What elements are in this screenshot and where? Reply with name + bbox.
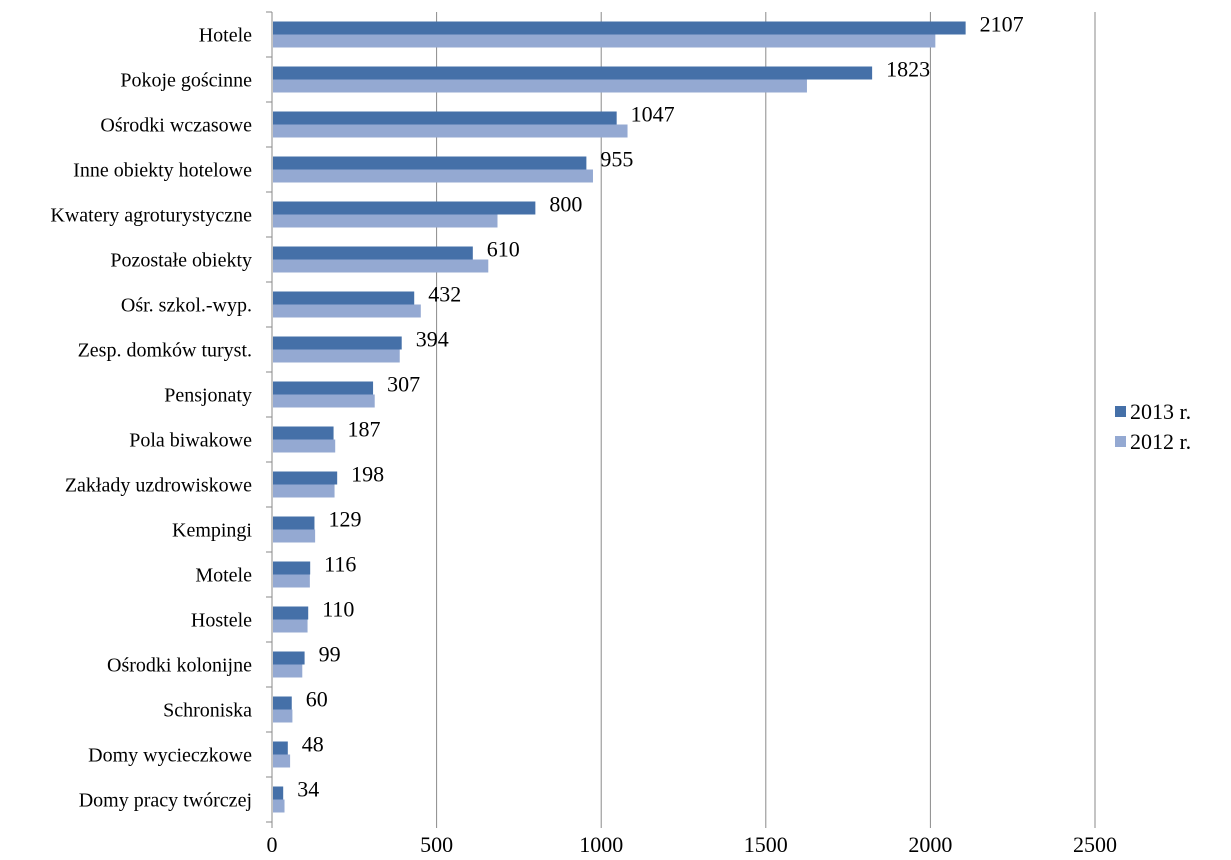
- data-label: 60: [306, 687, 328, 712]
- bar-2013: [273, 786, 284, 800]
- x-tick-label: 2000: [908, 832, 952, 857]
- data-label: 432: [428, 282, 461, 307]
- category-label: Inne obiekty hotelowe: [73, 160, 252, 182]
- category-label: Schroniska: [163, 700, 252, 722]
- category-label: Domy wycieczkowe: [88, 745, 252, 767]
- bar-2013: [273, 561, 311, 575]
- data-label: 198: [351, 462, 384, 487]
- data-label: 99: [319, 642, 341, 667]
- bar-2013: [273, 291, 415, 305]
- category-label: Pokoje gościnne: [120, 70, 252, 92]
- bar-2012: [273, 304, 421, 318]
- bar-2013: [273, 66, 873, 80]
- data-label: 394: [416, 327, 449, 352]
- category-label: Ośrodki wczasowe: [100, 115, 252, 137]
- bar-2012: [273, 259, 489, 273]
- legend: 2013 r. 2012 r.: [1115, 399, 1191, 454]
- category-label: Hostele: [191, 610, 252, 632]
- bar-2012: [273, 529, 316, 543]
- legend-swatch: [1115, 406, 1126, 417]
- bar-2013: [273, 156, 587, 170]
- bar-2013: [273, 111, 617, 125]
- data-label: 610: [487, 237, 520, 262]
- bar-2012: [273, 754, 291, 768]
- data-label: 1047: [631, 102, 675, 127]
- category-label: Motele: [195, 565, 252, 587]
- category-label: Zesp. domków turyst.: [78, 340, 252, 362]
- label-layer: 0 500 1000 1500 2000 2500 Hotele 2107 Pokoje goś…: [50, 12, 1117, 858]
- bar-2012: [273, 394, 375, 408]
- data-label: 34: [297, 777, 319, 802]
- category-label: Pensjonaty: [164, 385, 252, 407]
- bar-2012: [273, 709, 293, 723]
- data-label: 187: [348, 417, 381, 442]
- data-label: 2107: [980, 12, 1024, 37]
- legend-label: 2012 r.: [1130, 429, 1191, 454]
- data-label: 1823: [886, 57, 930, 82]
- x-tick-label: 1500: [744, 832, 788, 857]
- bar-2012: [273, 214, 498, 228]
- grid-layer: [436, 12, 1096, 822]
- bar-2012: [273, 34, 936, 48]
- bar-2013: [273, 651, 305, 665]
- data-label: 110: [322, 597, 354, 622]
- bar-2012: [273, 484, 335, 498]
- bar-2013: [273, 516, 315, 530]
- data-label: 116: [324, 552, 356, 577]
- bar-2012: [273, 439, 336, 453]
- bar-layer: [273, 21, 966, 813]
- bar-2013: [273, 426, 334, 440]
- bar-2013: [273, 471, 338, 485]
- bar-2012: [273, 124, 628, 138]
- data-label: 307: [387, 372, 420, 397]
- category-label: Ośrodki kolonijne: [107, 655, 252, 677]
- data-label: 800: [549, 192, 582, 217]
- data-label: 129: [328, 507, 361, 532]
- bar-2013: [273, 606, 309, 620]
- bar-2012: [273, 349, 400, 363]
- x-tick-label: 500: [420, 832, 453, 857]
- bar-2012: [273, 664, 303, 678]
- bar-2013: [273, 246, 473, 260]
- category-label: Kwatery agroturystyczne: [50, 205, 252, 227]
- category-label: Pozostałe obiekty: [110, 250, 252, 272]
- bar-2012: [273, 79, 807, 93]
- bar-2013: [273, 381, 374, 395]
- bar-2013: [273, 201, 536, 215]
- x-tick-label: 0: [267, 832, 278, 857]
- bar-2013: [273, 21, 966, 35]
- legend-swatch: [1115, 436, 1126, 447]
- category-label: Pola biwakowe: [129, 430, 252, 452]
- category-label: Domy pracy twórczej: [79, 790, 252, 812]
- data-label: 955: [600, 147, 633, 172]
- x-tick-label: 2500: [1073, 832, 1117, 857]
- legend-label: 2013 r.: [1130, 399, 1191, 424]
- category-label: Ośr. szkol.-wyp.: [121, 295, 252, 317]
- bar-2012: [273, 619, 308, 633]
- category-label: Hotele: [199, 25, 252, 47]
- x-tick-label: 1000: [579, 832, 623, 857]
- bar-2012: [273, 169, 593, 183]
- axis-layer: [266, 11, 1096, 828]
- category-label: Zakłady uzdrowiskowe: [65, 475, 252, 497]
- bar-2012: [273, 574, 310, 588]
- category-label: Kempingi: [172, 520, 252, 542]
- data-label: 48: [302, 732, 324, 757]
- bar-2013: [273, 696, 292, 710]
- bar-2013: [273, 336, 402, 350]
- bar-2013: [273, 741, 288, 755]
- bar-2012: [273, 799, 285, 813]
